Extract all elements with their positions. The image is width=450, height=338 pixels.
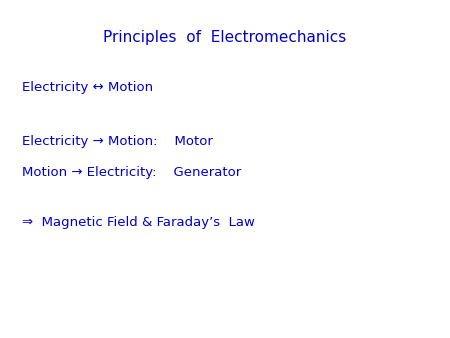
Text: Principles  of  Electromechanics: Principles of Electromechanics [104, 30, 346, 45]
Text: Electricity → Motion:    Motor: Electricity → Motion: Motor [22, 135, 213, 148]
Text: ⇒  Magnetic Field & Faraday’s  Law: ⇒ Magnetic Field & Faraday’s Law [22, 216, 256, 229]
Text: Motion → Electricity:    Generator: Motion → Electricity: Generator [22, 166, 242, 178]
Text: Electricity ↔ Motion: Electricity ↔ Motion [22, 81, 153, 94]
